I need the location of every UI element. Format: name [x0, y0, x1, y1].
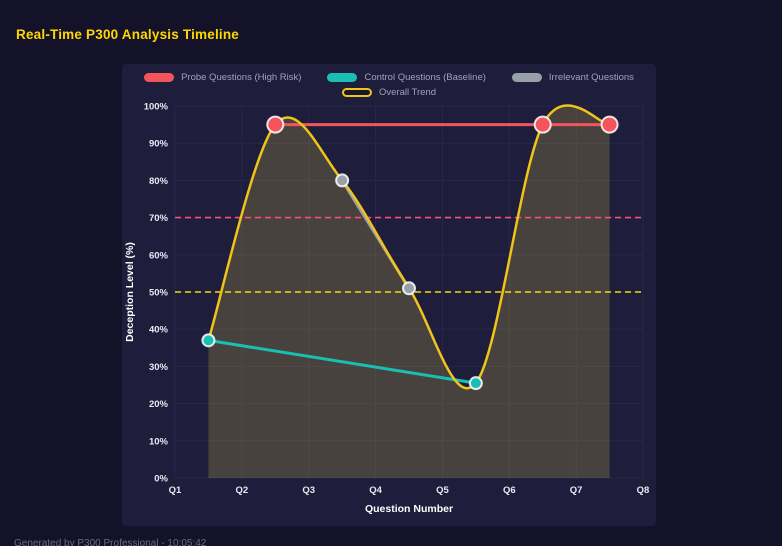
svg-text:60%: 60% [149, 250, 169, 261]
page-title: Real-Time P300 Analysis Timeline [16, 27, 240, 42]
data-point-markers[interactable] [201, 115, 619, 391]
legend-label: Irrelevant Questions [548, 72, 634, 83]
legend-swatch [341, 88, 372, 97]
svg-text:40%: 40% [149, 325, 169, 336]
chart-panel: Probe Questions (High Risk) Control Quest… [122, 64, 656, 526]
svg-text:Q6: Q6 [503, 485, 516, 496]
svg-text:10%: 10% [149, 436, 169, 447]
svg-text:70%: 70% [149, 213, 169, 224]
p300-timeline-chart: Q1 Q2 Q3 Q4 Q5 Q6 Q7 Q8 0% 10% 20% 30% 40% 50% 60% 70% 8… [124, 102, 650, 516]
svg-text:Q1: Q1 [169, 485, 182, 496]
svg-text:90%: 90% [149, 139, 169, 150]
legend-item-0[interactable]: Probe Questions (High Risk) [144, 72, 301, 83]
svg-text:0%: 0% [154, 474, 168, 485]
svg-text:30%: 30% [149, 362, 169, 373]
svg-text:100%: 100% [144, 102, 169, 113]
legend-swatch [144, 73, 175, 82]
svg-text:50%: 50% [149, 288, 169, 299]
svg-text:20%: 20% [149, 399, 169, 410]
legend-item-2[interactable]: Irrelevant Questions [511, 72, 634, 83]
legend-label: Probe Questions (High Risk) [181, 72, 302, 83]
svg-text:Q5: Q5 [436, 485, 449, 496]
data-point[interactable] [533, 115, 552, 134]
svg-text:Q7: Q7 [570, 485, 583, 496]
data-point[interactable] [335, 173, 350, 188]
data-point[interactable] [402, 281, 416, 296]
footer-note: Generated by P300 Professional - 10:05:4… [14, 538, 207, 546]
svg-text:80%: 80% [149, 176, 169, 187]
legend-row-secondary: Overall Trend [122, 87, 656, 98]
legend-row-primary: Probe Questions (High Risk) Control Quest… [122, 72, 656, 83]
svg-text:Q3: Q3 [302, 485, 315, 496]
data-point[interactable] [600, 115, 619, 134]
legend-label: Overall Trend [378, 87, 437, 98]
y-axis-label: Deception Level (%) [124, 242, 136, 342]
legend-label: Control Questions (Baseline) [364, 72, 486, 83]
data-point[interactable] [266, 115, 285, 134]
legend-swatch [511, 73, 542, 82]
svg-text:Q2: Q2 [236, 485, 249, 496]
chart-legend: Probe Questions (High Risk) Control Quest… [122, 64, 656, 98]
legend-swatch [327, 73, 358, 82]
x-axis-label: Question Number [365, 503, 453, 515]
data-point[interactable] [468, 376, 483, 391]
legend-item-1[interactable]: Control Questions (Baseline) [327, 72, 486, 83]
legend-item-3[interactable]: Overall Trend [341, 87, 437, 98]
svg-text:Q8: Q8 [637, 485, 650, 496]
svg-text:Q4: Q4 [369, 485, 382, 496]
data-point[interactable] [201, 333, 216, 348]
axis-ticks: Q1 Q2 Q3 Q4 Q5 Q6 Q7 Q8 0% 10% 20% 30% 40% 50% 60% 70% 8… [144, 102, 650, 497]
